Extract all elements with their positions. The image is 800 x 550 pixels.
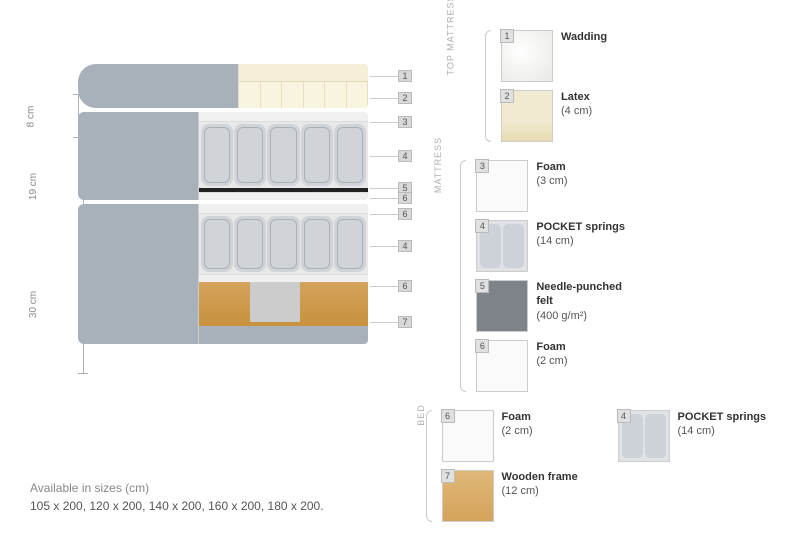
thumb-wrap: 4 bbox=[476, 220, 528, 272]
legend-num: 4 bbox=[617, 409, 631, 423]
section-body: 6 Foam(2 cm) 4 POCKET springs(14 cm) 7 Wooden… bbox=[432, 410, 780, 522]
thumb-wrap: 6 bbox=[476, 340, 528, 392]
legend-sub: (400 g/m²) bbox=[536, 309, 636, 323]
footer-label: Available in sizes (cm) bbox=[30, 481, 324, 495]
thumb-wrap: 6 bbox=[442, 410, 494, 462]
legend-item: 2 Latex(4 cm) bbox=[501, 90, 661, 142]
thumb-wrap: 4 bbox=[618, 410, 670, 462]
legend-num: 1 bbox=[500, 29, 514, 43]
legend-name: Wadding bbox=[561, 30, 607, 44]
thumb-wrap: TOP MATTRESS bbox=[410, 30, 491, 142]
thumb-wrap: BED bbox=[410, 410, 432, 522]
legend-sub: (4 cm) bbox=[561, 104, 592, 118]
legend-text: POCKET springs(14 cm) bbox=[536, 220, 625, 249]
legend-item: 4 POCKET springs(14 cm) bbox=[618, 410, 778, 462]
legend-sub: (14 cm) bbox=[678, 424, 767, 438]
dimension-bed: 30 cm bbox=[20, 234, 84, 374]
legend-num: 2 bbox=[500, 89, 514, 103]
legend-item: 7 Wooden frame(12 cm) bbox=[442, 470, 602, 522]
layer-top-mattress: 1 2 bbox=[78, 64, 368, 108]
legend-item: 3 Foam(3 cm) bbox=[476, 160, 636, 212]
legend-item: 1 Wadding bbox=[501, 30, 661, 82]
section-body: 1 Wadding 2 Latex(4 cm) bbox=[491, 30, 780, 142]
legend-text: POCKET springs(14 cm) bbox=[678, 410, 767, 439]
legend-num: 3 bbox=[475, 159, 489, 173]
legend-text: Needle-punched felt(400 g/m²) bbox=[536, 280, 636, 323]
legend-num: 6 bbox=[441, 409, 455, 423]
legend-sub: (12 cm) bbox=[502, 484, 578, 498]
legend-sub: (2 cm) bbox=[536, 354, 567, 368]
section-body: 3Foam(3 cm)4POCKET springs(14 cm)5Needle… bbox=[466, 160, 780, 392]
legend-item: 5 Needle-punched felt(400 g/m²) bbox=[476, 280, 636, 332]
legend-name: Needle-punched felt bbox=[536, 280, 636, 309]
legend-sub: (2 cm) bbox=[502, 424, 533, 438]
legend-item: 6 Foam(2 cm) bbox=[442, 410, 602, 462]
legend-sub: (14 cm) bbox=[536, 234, 625, 248]
legend-section: BED 6 Foam(2 cm) 4 POCKET springs(14 cm) 7 Woo… bbox=[410, 410, 780, 522]
footer-sizes: 105 x 200, 120 x 200, 140 x 200, 160 x 2… bbox=[30, 499, 324, 513]
legend-section: MATTRESS3Foam(3 cm)4POCKET springs(14 cm… bbox=[410, 160, 780, 392]
legend-item: 4 POCKET springs(14 cm) bbox=[476, 220, 636, 272]
legend: TOP MATTRESS 1 Wadding 2 Latex(4 cm) MATTRESS… bbox=[410, 30, 780, 540]
legend-item: 6 Foam(2 cm) bbox=[476, 340, 636, 392]
section-title: MATTRESS bbox=[433, 137, 443, 193]
dimension-mattress-label: 19 cm bbox=[28, 172, 39, 199]
legend-name: Foam bbox=[502, 410, 533, 424]
legend-name: Wooden frame bbox=[502, 470, 578, 484]
legend-num: 4 bbox=[475, 219, 489, 233]
legend-name: POCKET springs bbox=[678, 410, 767, 424]
dimension-mattress: 19 cm bbox=[20, 142, 84, 230]
thumb-wrap: 1 bbox=[501, 30, 553, 82]
legend-sub: (3 cm) bbox=[536, 174, 567, 188]
thumb-wrap: MATTRESS bbox=[410, 160, 466, 392]
thumb-wrap: 2 bbox=[501, 90, 553, 142]
legend-text: Foam(2 cm) bbox=[502, 410, 533, 439]
thumb-wrap: 3 bbox=[476, 160, 528, 212]
cross-section-diagram: 8 cm 19 cm 30 cm bbox=[20, 30, 380, 540]
legend-name: Foam bbox=[536, 160, 567, 174]
dimension-bed-label: 30 cm bbox=[28, 290, 39, 317]
layer-mattress: 3 4 5 6 bbox=[78, 112, 368, 200]
layer-bed: 6 4 6 7 bbox=[78, 204, 368, 344]
legend-name: Latex bbox=[561, 90, 592, 104]
thumb-wrap: 7 bbox=[442, 470, 494, 522]
dimension-top-label: 8 cm bbox=[25, 105, 36, 127]
legend-text: Latex(4 cm) bbox=[561, 90, 592, 119]
legend-section: TOP MATTRESS 1 Wadding 2 Latex(4 cm) bbox=[410, 30, 780, 142]
legend-text: Wooden frame(12 cm) bbox=[502, 470, 578, 499]
legend-num: 5 bbox=[475, 279, 489, 293]
legend-num: 6 bbox=[475, 339, 489, 353]
legend-num: 7 bbox=[441, 469, 455, 483]
legend-text: Wadding bbox=[561, 30, 607, 44]
section-title: BED bbox=[416, 404, 426, 426]
dimension-top: 8 cm bbox=[20, 94, 79, 138]
legend-name: Foam bbox=[536, 340, 567, 354]
legend-text: Foam(3 cm) bbox=[536, 160, 567, 189]
thumb-wrap: 5 bbox=[476, 280, 528, 332]
section-title: TOP MATTRESS bbox=[446, 0, 456, 76]
legend-name: POCKET springs bbox=[536, 220, 625, 234]
legend-text: Foam(2 cm) bbox=[536, 340, 567, 369]
footer: Available in sizes (cm) 105 x 200, 120 x… bbox=[30, 481, 324, 513]
infographic-container: 8 cm 19 cm 30 cm bbox=[0, 0, 800, 550]
